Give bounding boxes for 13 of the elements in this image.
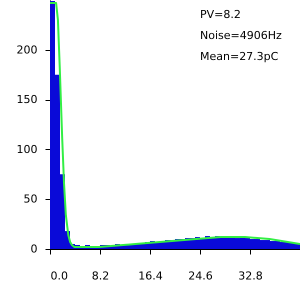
y-tick-label: 200: [16, 43, 38, 56]
annotation: Mean=27.3pC: [200, 50, 279, 63]
y-tick-label: 50: [24, 192, 38, 206]
x-tick-label: 24.6: [188, 270, 213, 282]
annotation: Noise=4906Hz: [200, 29, 282, 42]
x-tick-label: 32.8: [238, 270, 263, 282]
x-tick-label: 8.2: [92, 270, 110, 282]
annotation: PV=8.2: [200, 8, 241, 21]
x-tick-label: 0.0: [50, 270, 68, 282]
y-tick-label: 100: [16, 142, 38, 156]
y-tick-label: 150: [16, 93, 38, 106]
y-tick-label: 0: [30, 242, 38, 256]
x-tick-label: 16.4: [138, 270, 163, 282]
